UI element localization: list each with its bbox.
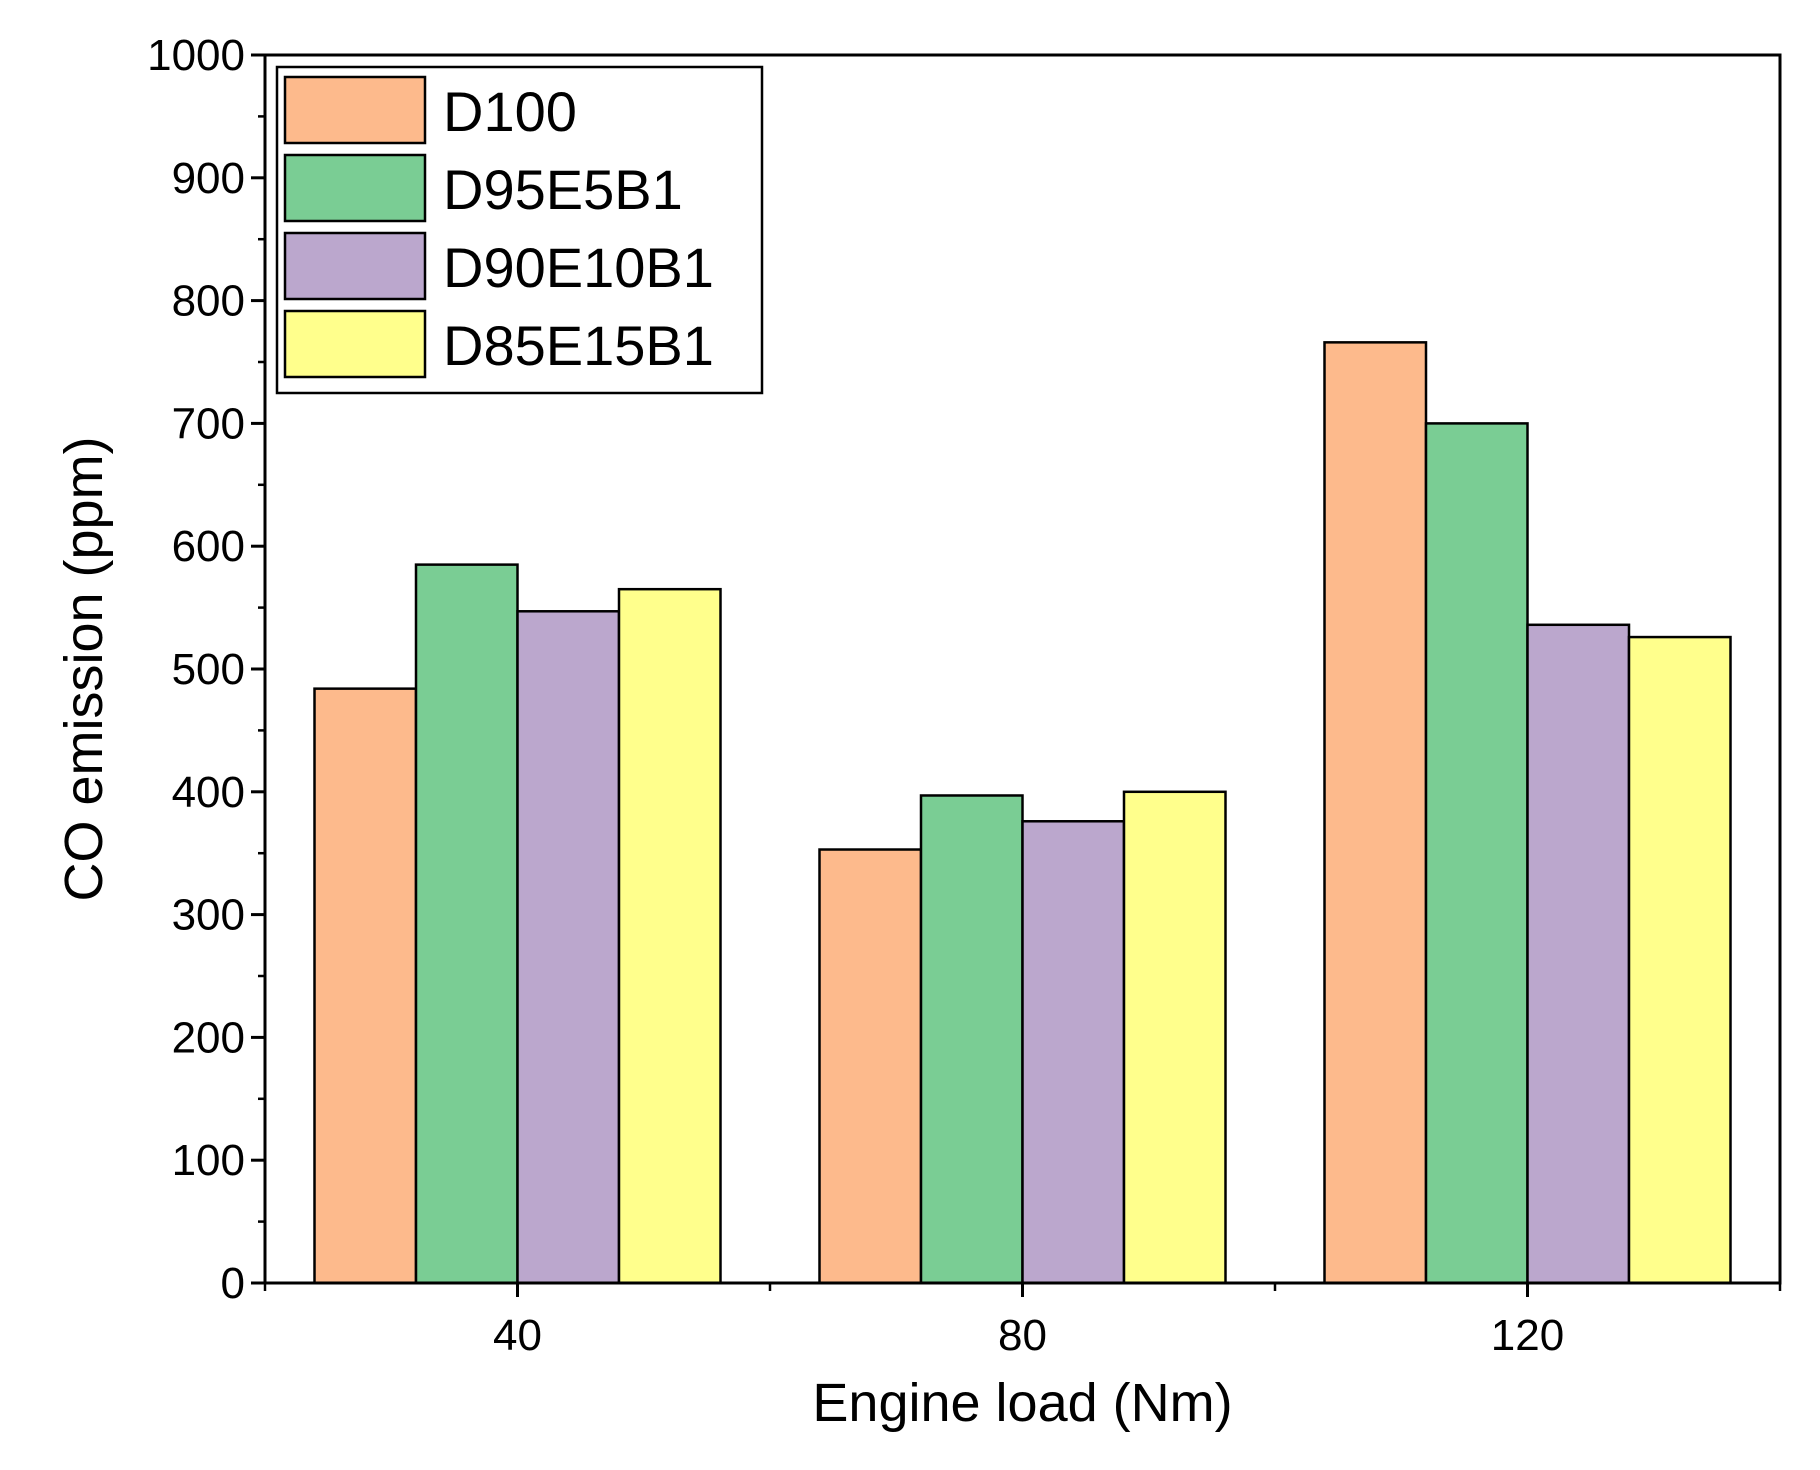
y-tick-label: 1000 [147,31,245,80]
legend-label-D85E15B1: D85E15B1 [443,314,714,377]
x-tick-label: 40 [493,1311,542,1360]
y-tick-label: 500 [172,645,245,694]
y-axis-title: CO emission (ppm) [54,436,114,901]
y-tick-label: 100 [172,1136,245,1185]
bar-D90E10B1-40 [516,610,621,1285]
y-tick-label: 300 [172,891,245,940]
bar-D100-120 [1323,341,1428,1285]
legend-swatch-D95E5B1 [283,153,427,223]
legend-label-D100: D100 [443,80,577,143]
legend-swatch-D90E10B1 [283,231,427,301]
y-tick-label: 700 [172,399,245,448]
legend-swatch-D100 [283,75,427,145]
bar-D85E15B1-80 [1122,790,1227,1285]
y-tick-label: 900 [172,154,245,203]
bars-layer [313,341,1732,1285]
bar-D85E15B1-120 [1627,635,1732,1285]
bar-D90E10B1-80 [1021,820,1126,1285]
y-tick-label: 0 [221,1259,245,1308]
bar-D85E15B1-40 [617,587,722,1285]
bar-D100-40 [313,687,418,1285]
y-tick-label: 600 [172,522,245,571]
bar-D95E5B1-120 [1424,422,1529,1285]
bar-D90E10B1-120 [1526,623,1631,1285]
x-axis-title: Engine load (Nm) [812,1373,1232,1433]
legend-label-D95E5B1: D95E5B1 [443,158,683,221]
legend-label-D90E10B1: D90E10B1 [443,236,714,299]
legend-swatch-D85E15B1 [283,309,427,379]
bar-D95E5B1-40 [414,563,519,1285]
y-tick-label: 800 [172,277,245,326]
y-tick-label: 200 [172,1013,245,1062]
legend: D100 D95E5B1 D90E10B1 D85E15B1 [275,65,764,395]
x-tick-label: 120 [1491,1311,1564,1360]
x-tick-label: 80 [998,1311,1047,1360]
bar-D100-80 [818,848,923,1285]
bar-D95E5B1-80 [919,794,1024,1285]
axes-layer: 0 100 200 300 400 500 600 700 800 900 1000 40 80 120 [147,31,1782,1360]
y-tick-label: 400 [172,768,245,817]
